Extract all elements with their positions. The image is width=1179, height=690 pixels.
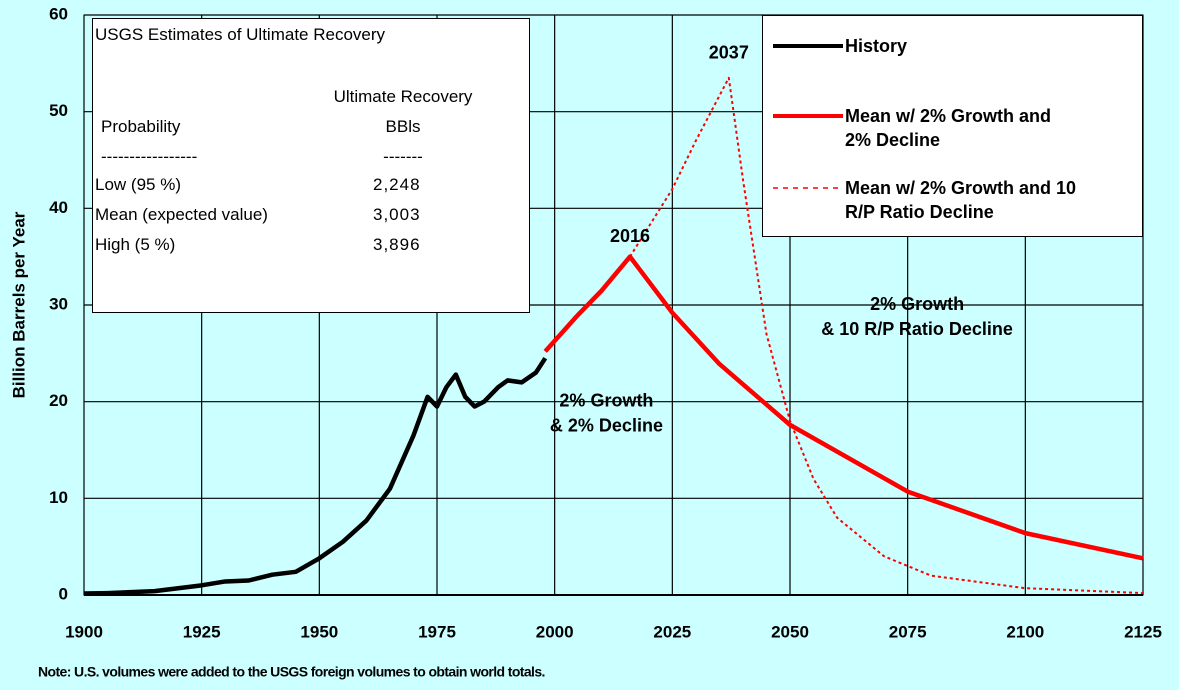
inset-title: USGS Estimates of Ultimate Recovery	[95, 25, 386, 44]
y-tick-label: 0	[59, 584, 68, 603]
annotation: 2% Growth	[870, 294, 964, 314]
y-tick-label: 20	[49, 391, 68, 410]
x-tick-label: 1925	[183, 622, 221, 641]
x-tick-label: 1900	[65, 622, 103, 641]
x-tick-label: 1975	[418, 622, 456, 641]
inset-header: -------	[383, 147, 423, 166]
annotation: & 10 R/P Ratio Decline	[821, 319, 1013, 339]
inset-cell: 2,248	[373, 175, 421, 194]
y-tick-label: 40	[49, 198, 68, 217]
inset-header: Probability	[101, 117, 181, 136]
legend: History Mean w/ 2% Growth and 2% Decline M…	[762, 15, 1143, 237]
line-series	[543, 254, 1144, 561]
x-tick-label: 2000	[536, 622, 574, 641]
line-series	[629, 76, 1144, 595]
legend-label: History	[845, 36, 908, 56]
inset-cell: 3,003	[373, 205, 421, 224]
y-axis-label: Billion Barrels per Year	[9, 211, 28, 398]
x-tick-label: 2125	[1124, 622, 1162, 641]
x-tick-label: 2100	[1006, 622, 1044, 641]
inset-cell: Low (95 %)	[95, 175, 181, 194]
inset-table: USGS Estimates of Ultimate Recovery Ultim…	[92, 18, 530, 313]
legend-label: Mean w/ 2% Growth and 2% Decline	[845, 106, 1052, 150]
inset-header: Ultimate Recovery	[333, 87, 473, 106]
x-tick-label: 1950	[300, 622, 338, 641]
x-tick-label: 2025	[653, 622, 691, 641]
inset-header: -----------------	[101, 147, 198, 166]
inset-cell: High (5 %)	[95, 235, 176, 254]
annotation: 2% Growth	[559, 390, 653, 410]
annotation: 2037	[709, 42, 749, 62]
x-tick-label: 2075	[889, 622, 927, 641]
inset-header: BBls	[385, 117, 421, 136]
inset-cell: 3,896	[373, 235, 421, 254]
annotation: 2016	[610, 226, 650, 246]
annotation: & 2% Decline	[550, 415, 663, 435]
y-tick-label: 30	[49, 294, 68, 313]
x-tick-label: 2050	[771, 622, 809, 641]
inset-cell: Mean (expected value)	[95, 205, 268, 224]
y-tick-label: 60	[49, 4, 68, 23]
note: Note: U.S. volumes were added to the USG…	[38, 664, 545, 680]
legend-label: Mean w/ 2% Growth and 10 R/P Ratio Decli…	[845, 178, 1077, 222]
y-tick-label: 50	[49, 101, 68, 120]
y-tick-label: 10	[49, 488, 68, 507]
line-series	[83, 356, 548, 596]
legend-symbols	[773, 44, 843, 189]
